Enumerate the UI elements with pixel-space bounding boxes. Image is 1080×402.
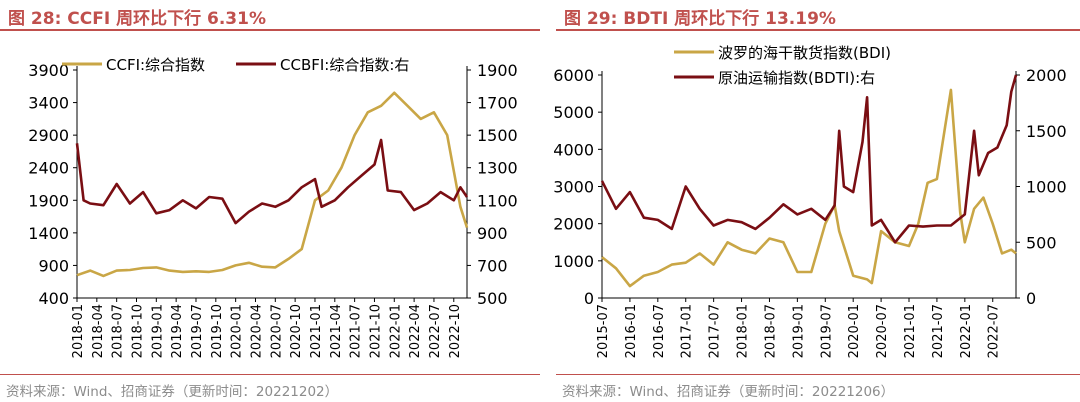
y-tick-label: 400 — [38, 289, 69, 308]
y2-tick-label: 1700 — [477, 94, 518, 113]
y2-tick-label: 1300 — [477, 159, 518, 178]
x-tick-label: 2020-01 — [230, 304, 245, 358]
ccfi-line-chart: 400 900 1400 1900 2400 2900 3400 3900 500 700 900 1… — [28, 56, 518, 358]
x-tick-label: 2019-10 — [210, 304, 225, 358]
y2-tick-label: 1000 — [1026, 178, 1067, 197]
x-tick-label: 2016-07 — [652, 304, 667, 358]
legend-label-1: 波罗的海干散货指数(BDI) — [718, 44, 891, 62]
x-tick-label: 2021-01 — [903, 304, 918, 358]
series-line-1 — [601, 88, 1017, 288]
y-tick-label: 2000 — [553, 215, 594, 234]
x-tick-label: 2017-01 — [680, 304, 695, 358]
x-tick-label: 2018-01 — [71, 304, 86, 358]
left-chart-panel: 图 28: CCFI 周环比下行 6.31% 400 900 1400 1900 240… — [0, 9, 540, 400]
source-note: 资料来源：Wind、招商证券（更新时间：20221202） — [6, 384, 339, 400]
x-tick-label: 2021-07 — [931, 304, 946, 358]
x-tick-label: 2022-07 — [987, 304, 1002, 358]
x-tick-label: 2022-01 — [959, 304, 974, 358]
x-tick-label: 2018-10 — [130, 304, 145, 358]
y2-tick-label: 1100 — [477, 191, 518, 210]
y2-tick-label: 700 — [477, 256, 508, 275]
y2-tick-label: 1900 — [477, 61, 518, 80]
right-chart-panel: 图 29: BDTI 周环比下行 13.19% 0 1000 2000 3000 400… — [553, 0, 1080, 402]
x-tick-label: 2022-07 — [428, 304, 443, 358]
y2-tick-label: 500 — [477, 289, 508, 308]
y-tick-label: 5000 — [553, 103, 594, 122]
footer-rule — [0, 374, 540, 375]
y-tick-label: 6000 — [553, 66, 594, 85]
y-tick-label: 3000 — [553, 178, 594, 197]
y-tick-label: 900 — [38, 256, 69, 275]
x-tick-label: 2018-07 — [763, 304, 778, 358]
x-tick-label: 2019-07 — [819, 304, 834, 358]
chart-title: 图 29: BDTI 周环比下行 13.19% — [564, 9, 836, 29]
y2-tick-label: 2000 — [1026, 66, 1067, 85]
x-tick-label: 2015-07 — [596, 304, 611, 358]
y-tick-label: 2400 — [28, 159, 69, 178]
x-tick-label: 2022-04 — [408, 304, 423, 358]
y2-tick-label: 500 — [1026, 233, 1057, 252]
x-tick-label: 2018-07 — [111, 304, 126, 358]
y-tick-label: 1000 — [553, 252, 594, 271]
series-line-2 — [75, 138, 469, 225]
y2-tick-label: 1500 — [1026, 122, 1067, 141]
bdti-line-chart: 0 1000 2000 3000 4000 5000 6000 0 500 1000 1500 200… — [553, 44, 1067, 358]
y-tick-label: 2900 — [28, 126, 69, 145]
x-tick-label: 2018-01 — [736, 304, 751, 358]
x-tick-label: 2020-07 — [269, 304, 284, 358]
x-tick-label: 2017-07 — [708, 304, 723, 358]
y-tick-label: 3400 — [28, 94, 69, 113]
x-tick-label: 2020-01 — [847, 304, 862, 358]
legend-label-2: 原油运输指数(BDTI):右 — [718, 69, 875, 87]
y-tick-label: 4000 — [553, 140, 594, 159]
source-note: 资料来源：Wind、招商证券（更新时间：20221206） — [562, 384, 895, 400]
y-tick-label: 3900 — [28, 61, 69, 80]
x-tick-label: 2021-07 — [349, 304, 364, 358]
x-tick-label: 2022-10 — [448, 304, 463, 358]
x-tick-label: 2019-07 — [190, 304, 205, 358]
chart-title: 图 28: CCFI 周环比下行 6.31% — [8, 9, 266, 29]
x-tick-label: 2021-04 — [329, 304, 344, 358]
x-tick-label: 2021-01 — [309, 304, 324, 358]
x-tick-label: 2018-04 — [91, 304, 106, 358]
y2-tick-label: 1500 — [477, 126, 518, 145]
y2-tick-label: 0 — [1026, 289, 1036, 308]
title-rule — [0, 29, 540, 31]
x-tick-label: 2019-01 — [150, 304, 165, 358]
y-tick-label: 0 — [584, 289, 594, 308]
x-tick-label: 2016-01 — [624, 304, 639, 358]
series-line-2 — [600, 74, 1018, 244]
series-line-1 — [76, 91, 469, 278]
x-tick-label: 2020-10 — [289, 304, 304, 358]
title-rule — [556, 29, 1080, 31]
x-tick-label: 2022-01 — [388, 304, 403, 358]
footer-rule — [556, 374, 1080, 375]
x-tick-label: 2019-04 — [170, 304, 185, 358]
x-tick-label: 2020-07 — [875, 304, 890, 358]
x-tick-label: 2019-01 — [791, 304, 806, 358]
x-tick-label: 2020-04 — [249, 304, 264, 358]
legend-label-2: CCBFI:综合指数:右 — [280, 56, 409, 74]
y-tick-label: 1400 — [28, 224, 69, 243]
y-tick-label: 1900 — [28, 191, 69, 210]
y2-tick-label: 900 — [477, 224, 508, 243]
x-tick-label: 2021-10 — [368, 304, 383, 358]
legend-label-1: CCFI:综合指数 — [106, 56, 205, 74]
